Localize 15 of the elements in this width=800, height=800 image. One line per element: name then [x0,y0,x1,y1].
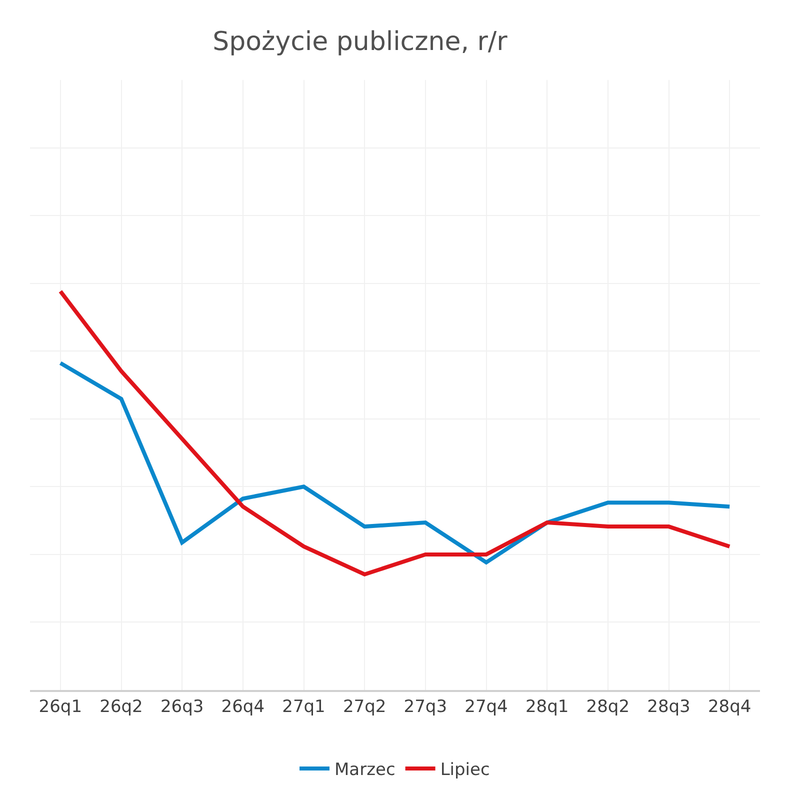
x-tick-label: 27q3 [404,697,448,718]
legend-label: Lipiec [440,760,490,780]
x-tick-label: 27q2 [342,697,386,718]
x-tick-label: 27q4 [464,697,508,718]
x-tick-label: 28q1 [525,697,569,718]
chart-title: Spożycie publiczne, r/r [212,27,508,58]
x-tick-label: 26q4 [221,697,265,718]
x-tick-label: 28q4 [708,697,752,718]
x-tick-label: 26q2 [100,697,143,718]
x-tick-label: 26q1 [38,697,82,718]
x-tick-label: 27q1 [282,697,326,718]
legend-label: Marzec [334,760,396,780]
x-tick-label: 26q3 [160,697,204,718]
x-tick-label: 28q3 [647,697,690,718]
x-tick-label: 28q2 [586,697,630,718]
